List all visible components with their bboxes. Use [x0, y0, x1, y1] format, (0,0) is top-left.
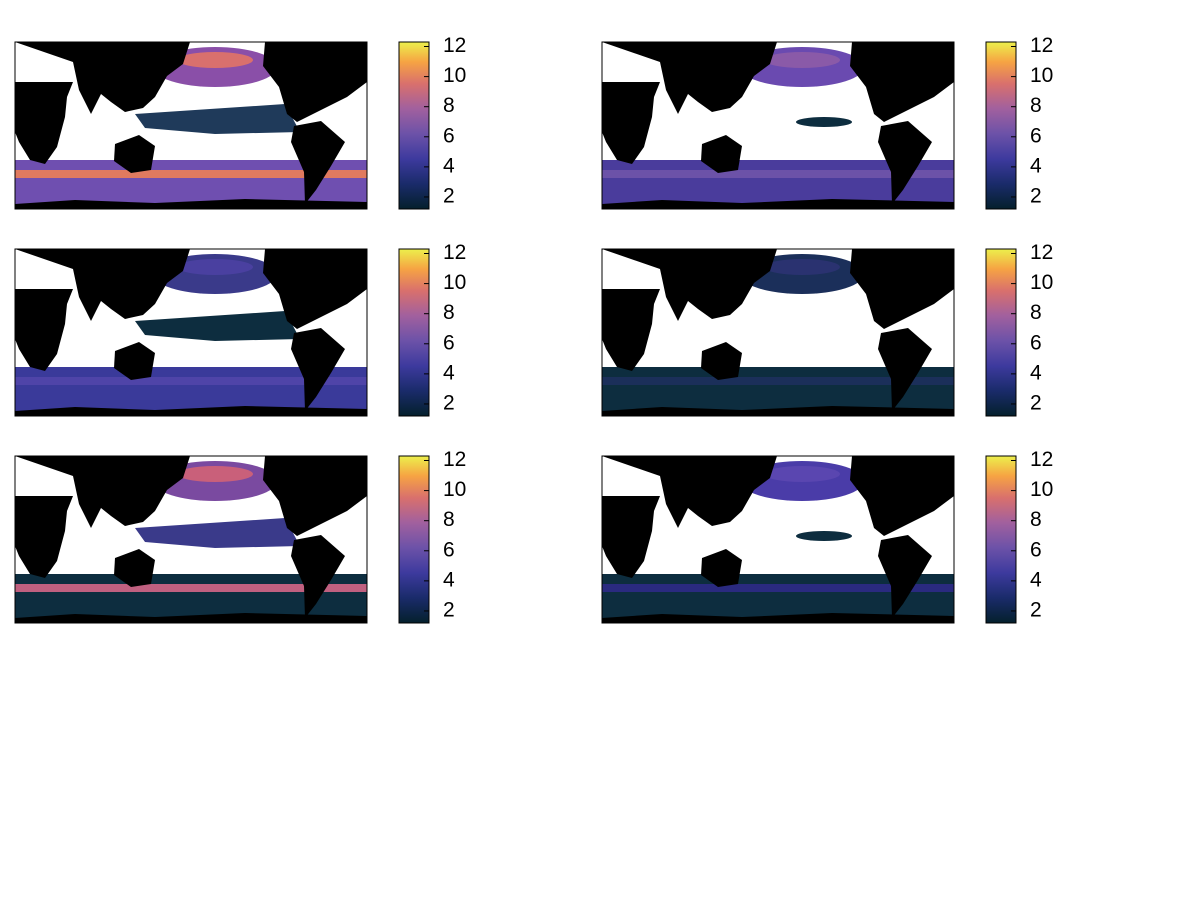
colorbar-tick-label: 6 — [1030, 124, 1042, 147]
equatorial-field — [135, 311, 300, 341]
colorbar-tick-label: 6 — [1030, 538, 1042, 561]
colorbar-tick-label: 2 — [1030, 392, 1042, 415]
map-panel — [601, 248, 955, 417]
north-pacific-core — [764, 52, 840, 68]
map-frame — [601, 41, 955, 210]
colorbar-tick-label: 2 — [443, 185, 455, 208]
colorbar-tick-label: 12 — [443, 34, 466, 57]
equatorial-field — [135, 518, 300, 548]
north-pacific-core — [177, 466, 253, 482]
colorbar — [985, 41, 1017, 210]
colorbar-tick-label: 10 — [1030, 64, 1053, 87]
colorbar-tick-label: 12 — [1030, 241, 1053, 264]
colorbar-tick-label: 10 — [1030, 271, 1053, 294]
map-panel — [601, 41, 955, 210]
colorbar-tick-label: 2 — [1030, 599, 1042, 622]
map-frame — [14, 455, 368, 624]
colorbar-tick-label: 6 — [443, 538, 455, 561]
colorbar-tick-label: 12 — [1030, 448, 1053, 471]
equatorial-field — [135, 104, 300, 134]
southern-ocean-stripe — [15, 377, 367, 385]
map-panel — [14, 248, 368, 417]
colorbar — [398, 248, 430, 417]
colorbar-tick-label: 10 — [443, 271, 466, 294]
map-panel — [14, 455, 368, 624]
colorbar-tick-label: 4 — [1030, 361, 1042, 384]
colorbar-tick-label: 4 — [443, 361, 455, 384]
southern-ocean-stripe — [602, 377, 954, 385]
colorbar-tick-label: 8 — [443, 301, 455, 324]
equatorial-field — [796, 531, 852, 541]
southern-ocean-stripe — [15, 170, 367, 178]
colorbar-tick-label: 10 — [1030, 478, 1053, 501]
colorbar-tick-label: 2 — [1030, 185, 1042, 208]
map-frame — [601, 248, 955, 417]
colorbar-tick-label: 4 — [1030, 154, 1042, 177]
colorbar — [985, 248, 1017, 417]
southern-ocean-stripe — [15, 584, 367, 592]
colorbar-tick-label: 12 — [1030, 34, 1053, 57]
north-pacific-core — [177, 52, 253, 68]
colorbar-tick-label: 2 — [443, 599, 455, 622]
colorbar-tick-label: 6 — [443, 124, 455, 147]
colorbar-tick-label: 8 — [443, 94, 455, 117]
north-pacific-core — [764, 466, 840, 482]
map-frame — [14, 248, 368, 417]
colorbar-tick-label: 10 — [443, 64, 466, 87]
map-frame — [14, 41, 368, 210]
southern-ocean-stripe — [602, 584, 954, 592]
colorbar-tick-label: 12 — [443, 448, 466, 471]
colorbar-tick-label: 10 — [443, 478, 466, 501]
colorbar — [398, 41, 430, 210]
colorbar-tick-label: 8 — [1030, 508, 1042, 531]
colorbar — [398, 455, 430, 624]
colorbar-tick-label: 8 — [1030, 301, 1042, 324]
colorbar — [985, 455, 1017, 624]
map-frame — [601, 455, 955, 624]
colorbar-tick-label: 4 — [443, 154, 455, 177]
north-pacific-core — [764, 259, 840, 275]
north-pacific-core — [177, 259, 253, 275]
colorbar-tick-label: 8 — [443, 508, 455, 531]
colorbar-tick-label: 6 — [443, 331, 455, 354]
southern-ocean-stripe — [602, 170, 954, 178]
map-panel — [14, 41, 368, 210]
equatorial-field — [796, 117, 852, 127]
colorbar-tick-label: 4 — [443, 568, 455, 591]
colorbar-tick-label: 4 — [1030, 568, 1042, 591]
colorbar-tick-label: 8 — [1030, 94, 1042, 117]
colorbar-tick-label: 2 — [443, 392, 455, 415]
map-panel — [601, 455, 955, 624]
colorbar-tick-label: 12 — [443, 241, 466, 264]
colorbar-tick-label: 6 — [1030, 331, 1042, 354]
